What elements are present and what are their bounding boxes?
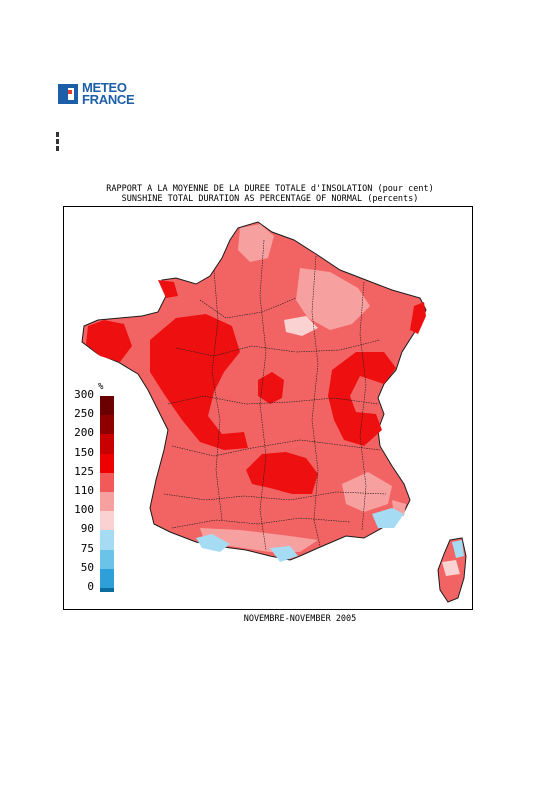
legend-unit: % [98, 382, 104, 392]
legend-swatch [100, 434, 114, 454]
mainland-france [81, 221, 427, 561]
legend-label: 125 [74, 464, 94, 478]
legend-label: 0 [87, 580, 94, 593]
zone-center-strong [258, 372, 284, 404]
zone-alsace-strong [410, 302, 426, 334]
legend-label: 250 [74, 407, 94, 421]
map-title-fr: RAPPORT A LA MOYENNE DE LA DUREE TOTALE … [106, 184, 434, 194]
legend-label: 150 [74, 445, 94, 459]
legend-label: 100 [74, 503, 94, 517]
logo-line-1: METEO [82, 80, 127, 95]
map-title-en: SUNSHINE TOTAL DURATION AS PERCENTAGE OF… [121, 194, 419, 204]
legend-label: 200 [74, 426, 94, 440]
legend-swatch [100, 415, 114, 435]
legend-swatch [100, 472, 114, 492]
zone-cotentin-strong [158, 280, 178, 298]
small-marks [56, 132, 60, 153]
meteo-france-emblem-icon [58, 84, 78, 104]
legend-swatch [100, 396, 114, 416]
zone-brittany-strong [86, 320, 132, 362]
zone-northeast-pale [284, 316, 318, 336]
legend-swatch [100, 530, 114, 550]
corsica-cool [452, 540, 464, 558]
legend-label: 50 [80, 560, 94, 574]
zone-south-light [200, 528, 318, 552]
meteo-france-logo: METEO FRANCE [58, 80, 142, 108]
logo-line-2: FRANCE [82, 91, 135, 107]
zone-southeast-light [342, 472, 392, 512]
department-borders [163, 239, 387, 551]
zone-north-light [238, 224, 274, 262]
legend-swatch [100, 453, 114, 473]
legend-swatch [100, 492, 114, 512]
corsica-pale [442, 560, 460, 576]
legend-swatch [100, 588, 114, 592]
logo-wordmark: METEO FRANCE [82, 80, 135, 107]
legend-label: 90 [80, 522, 94, 536]
legend-swatch [100, 511, 114, 531]
zone-pyrenees-cool [196, 534, 230, 552]
legend-label: 300 [74, 388, 94, 401]
zone-massif-strong [246, 452, 318, 494]
zone-provence-cool [372, 508, 404, 528]
legend-label: 110 [74, 484, 94, 497]
period-label: NOVEMBRE-NOVEMBER 2005 [243, 614, 357, 624]
legend-label: 75 [80, 541, 94, 555]
legend-swatch [100, 549, 114, 569]
zone-northeast-light [296, 268, 370, 330]
map-frame [63, 206, 473, 610]
zone-east-strong [328, 352, 396, 446]
legend-swatch [100, 568, 114, 588]
zone-west-strong [150, 314, 248, 450]
zone-pyrenees-cool-2 [270, 546, 298, 562]
